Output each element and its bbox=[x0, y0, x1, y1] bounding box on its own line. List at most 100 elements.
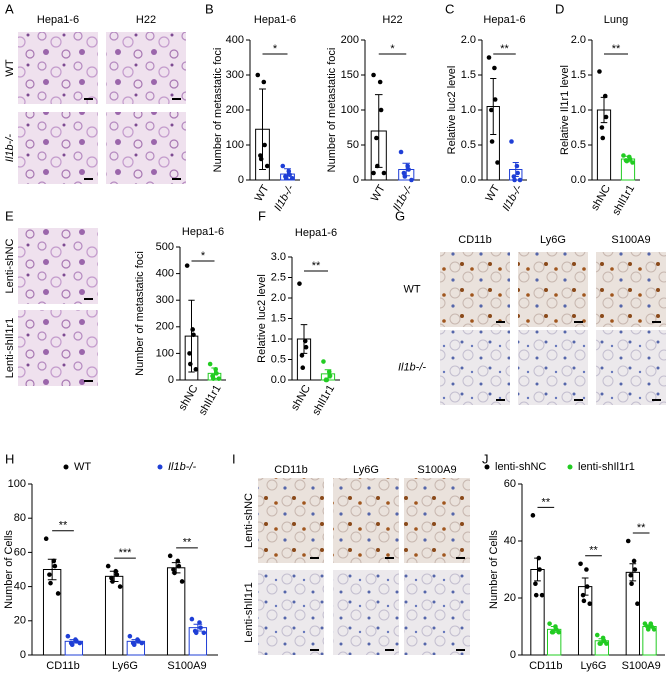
panel-letter: J bbox=[482, 451, 489, 466]
data-point bbox=[381, 170, 387, 176]
y-tick-label: 100 bbox=[156, 347, 174, 359]
histology-image bbox=[404, 570, 470, 655]
data-point bbox=[584, 584, 590, 589]
data-point bbox=[190, 327, 195, 332]
y-tick-label: 0.0 bbox=[571, 174, 586, 186]
x-tick-label: CD11b bbox=[529, 660, 562, 672]
row-label: Lenti-shIl1r1 bbox=[243, 582, 255, 643]
y-tick-label: 0 bbox=[168, 374, 174, 386]
histology-image bbox=[404, 478, 470, 563]
y-axis-label: Relative Il1r1 level bbox=[559, 65, 571, 155]
data-point bbox=[602, 93, 608, 99]
chart-title: Hepa1-6 bbox=[295, 227, 337, 239]
legend-label: Il1b-/- bbox=[168, 461, 196, 473]
data-point bbox=[117, 584, 123, 589]
data-point bbox=[627, 156, 633, 162]
y-tick-label: 300 bbox=[156, 294, 174, 306]
y-tick-label: 1.0 bbox=[461, 104, 476, 116]
y-tick-label: 0.0 bbox=[461, 174, 476, 186]
y-tick-label: 0 bbox=[510, 649, 516, 661]
x-tick-label: S100A9 bbox=[167, 660, 206, 672]
data-point bbox=[547, 621, 552, 626]
data-point bbox=[401, 170, 407, 176]
data-point bbox=[110, 579, 115, 584]
legend-marker bbox=[567, 464, 573, 470]
y-axis-label: Number of Cells bbox=[488, 530, 500, 609]
data-point bbox=[300, 365, 306, 371]
data-point bbox=[187, 351, 192, 356]
row-label: Lenti-shIl1r1 bbox=[4, 318, 16, 379]
column-label: S100A9 bbox=[611, 234, 650, 246]
y-tick-label: 400 bbox=[226, 34, 244, 46]
histology-image bbox=[518, 252, 588, 327]
y-tick-label: 100 bbox=[341, 104, 359, 116]
x-tick-label: Ly6G bbox=[112, 660, 138, 672]
x-tick-label: shNC bbox=[589, 183, 613, 213]
significance-label: *** bbox=[119, 547, 133, 559]
panel-letter: I bbox=[232, 451, 236, 466]
data-point bbox=[517, 177, 523, 183]
data-point bbox=[327, 373, 333, 379]
data-point bbox=[405, 163, 410, 169]
x-tick-label: Il1b-/- bbox=[500, 183, 525, 214]
legend-label: WT bbox=[74, 461, 91, 473]
data-point bbox=[533, 581, 538, 587]
data-point bbox=[511, 174, 517, 179]
data-point bbox=[214, 371, 219, 376]
y-tick-label: 1.5 bbox=[571, 69, 586, 81]
data-point bbox=[264, 163, 270, 169]
data-point bbox=[65, 633, 71, 639]
data-point bbox=[114, 572, 120, 577]
data-point bbox=[188, 361, 193, 367]
legend-marker bbox=[157, 464, 163, 470]
data-point bbox=[321, 359, 326, 364]
y-tick-label: 2.5 bbox=[271, 271, 286, 283]
data-point bbox=[324, 377, 330, 383]
data-point bbox=[326, 369, 332, 375]
data-point bbox=[207, 361, 213, 367]
data-point bbox=[631, 558, 637, 564]
y-tick-label: 1.0 bbox=[571, 104, 586, 116]
histology-image bbox=[333, 570, 399, 655]
y-tick-label: 1.5 bbox=[271, 312, 286, 324]
data-point bbox=[509, 139, 514, 144]
histology-image bbox=[596, 330, 666, 405]
legend-label: lenti-shIl1r1 bbox=[578, 461, 635, 473]
column-label: CD11b bbox=[458, 234, 491, 246]
data-point bbox=[280, 163, 286, 169]
data-point bbox=[184, 263, 190, 268]
y-axis-label: Number of Cells bbox=[3, 530, 15, 609]
data-point bbox=[628, 572, 634, 578]
histology-image bbox=[18, 310, 98, 386]
y-tick-label: 0.5 bbox=[461, 139, 476, 151]
y-tick-label: 2.0 bbox=[271, 292, 286, 304]
row-label: WT bbox=[403, 283, 420, 295]
y-tick-label: 200 bbox=[156, 321, 174, 333]
x-tick-label: shIl1r1 bbox=[610, 183, 637, 218]
data-point bbox=[52, 563, 58, 569]
data-point bbox=[297, 281, 302, 286]
panel-letter: A bbox=[5, 1, 14, 16]
data-point bbox=[539, 592, 545, 598]
y-tick-label: 0.5 bbox=[571, 139, 586, 151]
data-point bbox=[514, 163, 520, 169]
data-point bbox=[587, 601, 593, 606]
data-point bbox=[198, 625, 203, 630]
data-point bbox=[629, 581, 634, 587]
data-point bbox=[378, 107, 384, 113]
data-point bbox=[193, 630, 199, 636]
data-point bbox=[409, 177, 414, 183]
data-point bbox=[289, 175, 295, 181]
x-tick-label: Ly6G bbox=[581, 660, 607, 672]
histology-image bbox=[18, 32, 98, 104]
column-label: Ly6G bbox=[540, 234, 566, 246]
panel-letter: D bbox=[555, 1, 564, 16]
y-tick-label: 400 bbox=[156, 268, 174, 280]
data-point bbox=[580, 592, 586, 598]
data-point bbox=[47, 572, 52, 577]
y-tick-label: 80 bbox=[14, 512, 26, 524]
data-point bbox=[635, 601, 640, 606]
significance-label: ** bbox=[542, 496, 551, 508]
chart-title: Lung bbox=[604, 14, 628, 26]
